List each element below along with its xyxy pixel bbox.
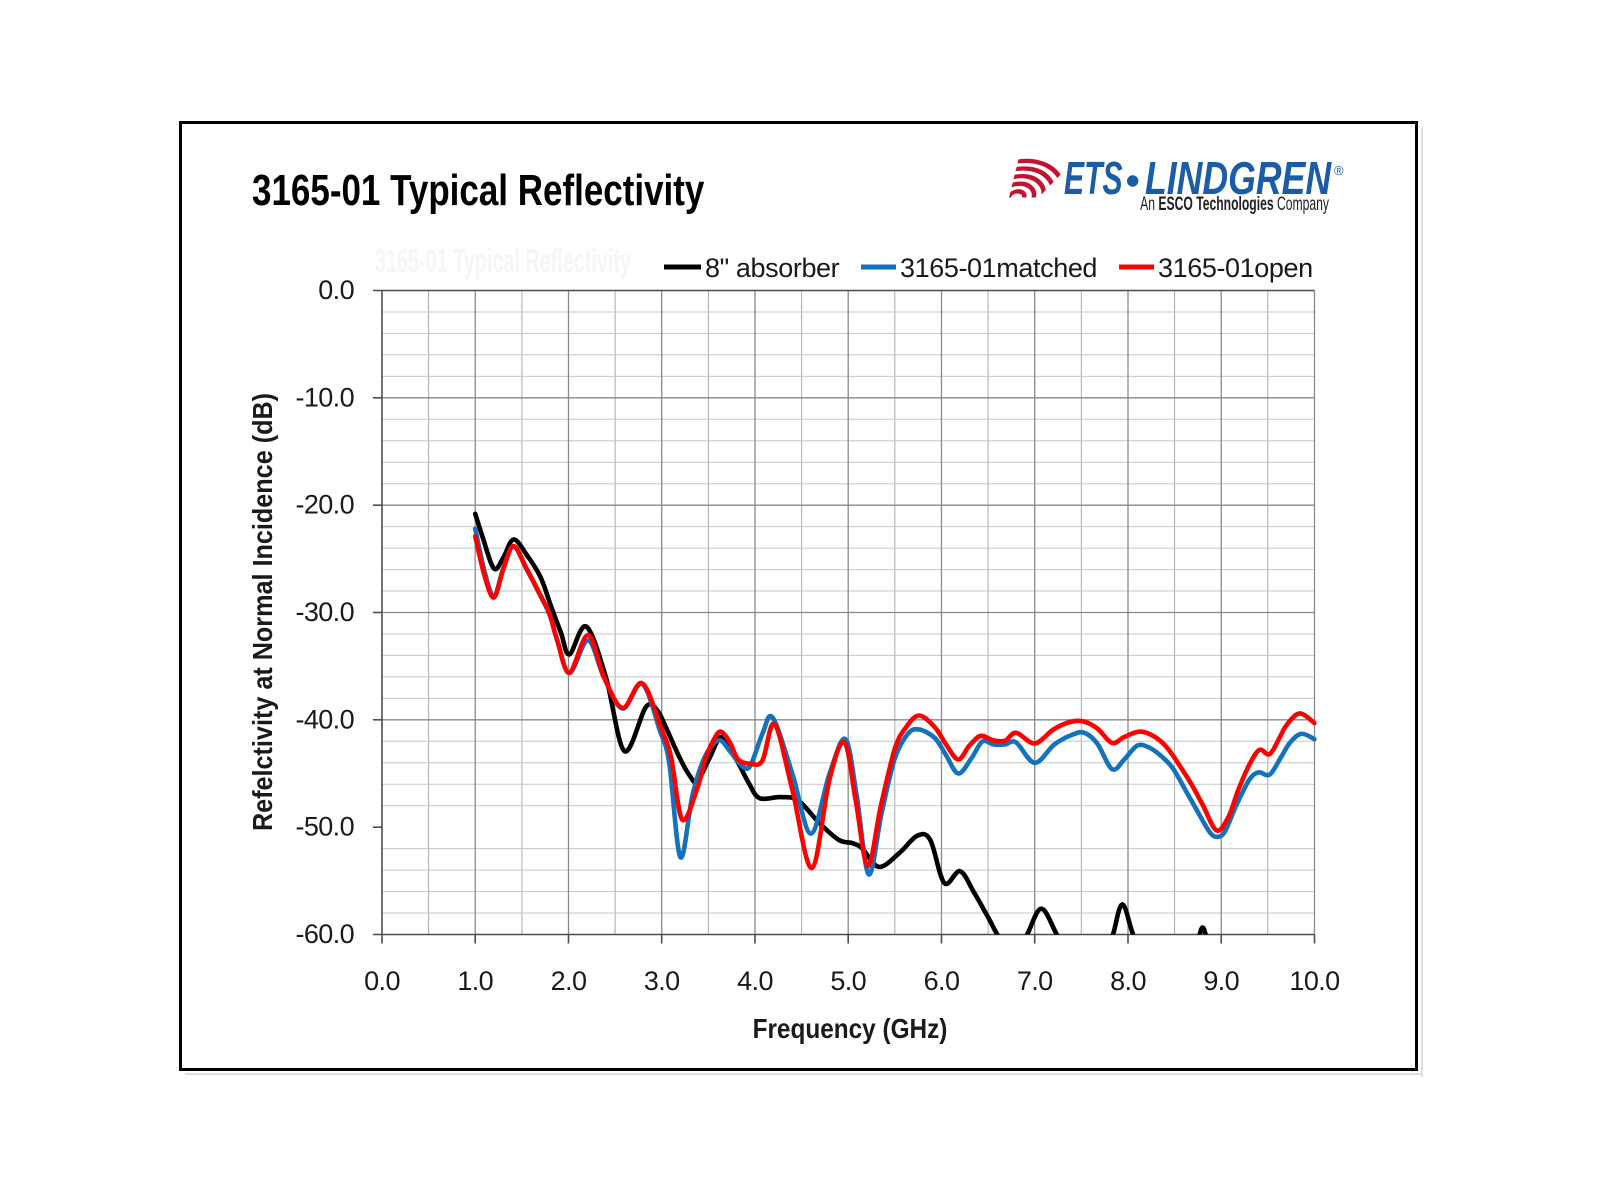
svg-text:4.0: 4.0 <box>737 966 773 996</box>
svg-text:ETS: ETS <box>1064 154 1123 205</box>
svg-text:6.0: 6.0 <box>924 966 960 996</box>
svg-text:9.0: 9.0 <box>1203 966 1239 996</box>
svg-text:-50.0: -50.0 <box>295 812 354 842</box>
svg-text:2.0: 2.0 <box>551 966 587 996</box>
svg-text:Refelctivity at Normal Inciden: Refelctivity at Normal Incidence (dB) <box>247 393 279 831</box>
svg-text:1.0: 1.0 <box>457 966 493 996</box>
svg-text:An ESCO Technologies Company: An ESCO Technologies Company <box>1140 195 1329 215</box>
svg-text:®: ® <box>1334 163 1344 178</box>
svg-text:-20.0: -20.0 <box>295 490 354 520</box>
svg-text:LINDGREN: LINDGREN <box>1145 153 1332 204</box>
svg-text:5.0: 5.0 <box>830 966 866 996</box>
svg-text:-60.0: -60.0 <box>295 919 354 949</box>
svg-text:-10.0: -10.0 <box>295 382 354 412</box>
svg-text:3165-01open: 3165-01open <box>1158 253 1313 283</box>
svg-text:3165-01 Typical Reflectivity: 3165-01 Typical Reflectivity <box>375 242 631 280</box>
svg-text:-30.0: -30.0 <box>295 597 354 627</box>
svg-text:-40.0: -40.0 <box>295 704 354 734</box>
svg-text:0.0: 0.0 <box>318 275 354 305</box>
svg-text:8" absorber: 8" absorber <box>705 253 840 283</box>
svg-text:Frequency (GHz): Frequency (GHz) <box>753 1012 948 1044</box>
svg-text:8.0: 8.0 <box>1110 966 1146 996</box>
svg-text:10.0: 10.0 <box>1289 966 1339 996</box>
svg-text:7.0: 7.0 <box>1017 966 1053 996</box>
svg-text:3.0: 3.0 <box>644 966 680 996</box>
svg-text:3165-01matched: 3165-01matched <box>900 253 1097 283</box>
svg-text:0.0: 0.0 <box>364 966 400 996</box>
